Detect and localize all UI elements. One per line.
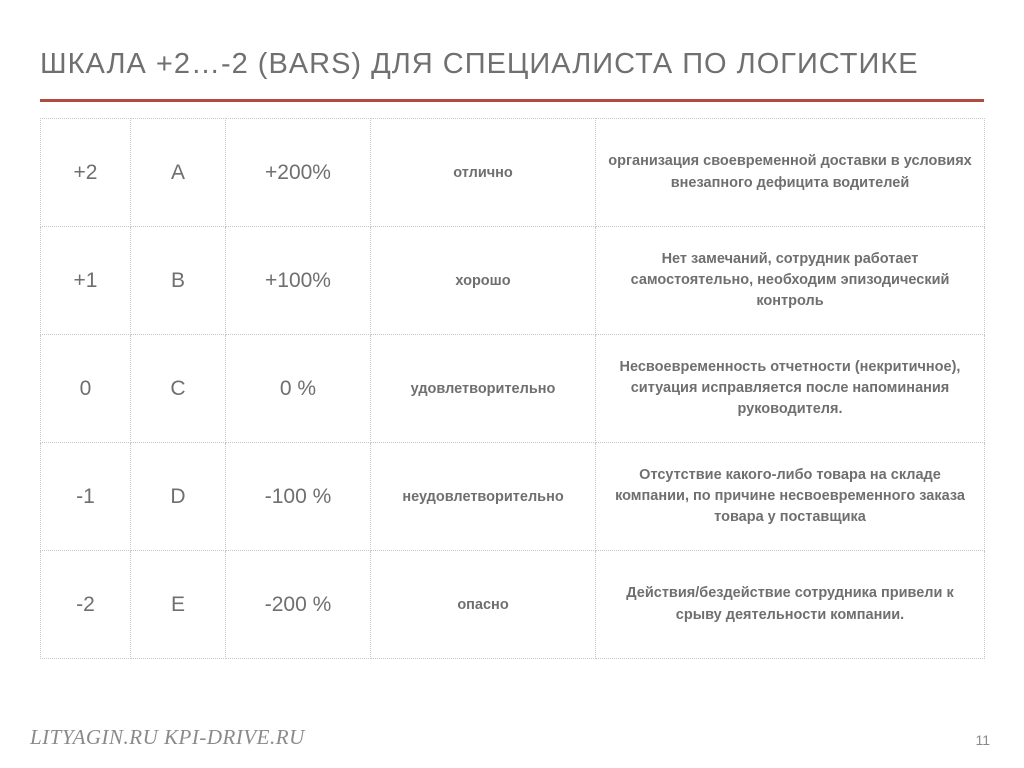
table-row: -1 D -100 % неудовлетворительно Отсутств… (41, 443, 985, 551)
cell-label: опасно (371, 551, 596, 659)
cell-label: неудовлетворительно (371, 443, 596, 551)
cell-percent: +100% (226, 227, 371, 335)
cell-label: отлично (371, 119, 596, 227)
slide: ШКАЛА +2…-2 (BARS) ДЛЯ СПЕЦИАЛИСТА ПО ЛО… (0, 0, 1024, 768)
cell-grade: C (131, 335, 226, 443)
page-number: 11 (975, 732, 990, 748)
table-row: +1 B +100% хорошо Нет замечаний, сотрудн… (41, 227, 985, 335)
cell-score: -2 (41, 551, 131, 659)
cell-percent: -200 % (226, 551, 371, 659)
slide-title: ШКАЛА +2…-2 (BARS) ДЛЯ СПЕЦИАЛИСТА ПО ЛО… (40, 48, 984, 81)
cell-score: 0 (41, 335, 131, 443)
cell-score: -1 (41, 443, 131, 551)
cell-score: +2 (41, 119, 131, 227)
cell-percent: +200% (226, 119, 371, 227)
table-row: +2 A +200% отлично организация своевреме… (41, 119, 985, 227)
cell-score: +1 (41, 227, 131, 335)
cell-grade: B (131, 227, 226, 335)
cell-label: удовлетворительно (371, 335, 596, 443)
cell-label: хорошо (371, 227, 596, 335)
cell-description: организация своевременной доставки в усл… (596, 119, 985, 227)
cell-grade: E (131, 551, 226, 659)
cell-grade: A (131, 119, 226, 227)
table-row: -2 E -200 % опасно Действия/бездействие … (41, 551, 985, 659)
cell-grade: D (131, 443, 226, 551)
table-row: 0 C 0 % удовлетворительно Несвоевременно… (41, 335, 985, 443)
cell-description: Нет замечаний, сотрудник работает самост… (596, 227, 985, 335)
bars-table: +2 A +200% отлично организация своевреме… (40, 118, 985, 659)
cell-percent: 0 % (226, 335, 371, 443)
cell-percent: -100 % (226, 443, 371, 551)
cell-description: Несвоевременность отчетности (некритично… (596, 335, 985, 443)
cell-description: Действия/бездействие сотрудника привели … (596, 551, 985, 659)
accent-rule (40, 99, 984, 102)
footer-credits: LITYAGIN.RU KPI-DRIVE.RU (30, 725, 305, 750)
cell-description: Отсутствие какого-либо товара на складе … (596, 443, 985, 551)
